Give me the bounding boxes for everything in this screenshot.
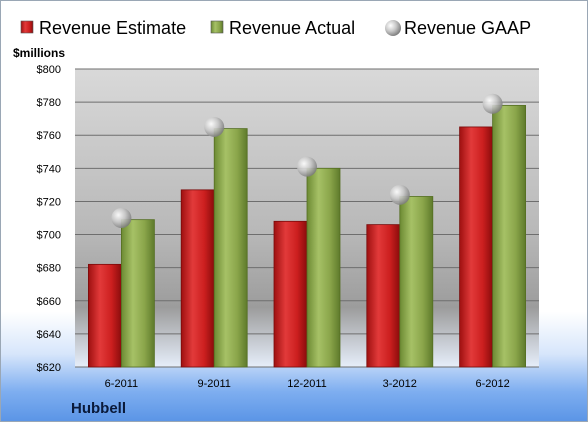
estimate-bar: [366, 224, 401, 368]
y-axis-tick-labels: $620 $640 $660 $680 $700 $720 $740 $760 $780 $800: [37, 64, 61, 374]
estimate-bar: [459, 126, 494, 368]
x-tick-label: 3-2012: [383, 378, 417, 390]
bars: [88, 105, 527, 368]
y-tick-label: $620: [37, 362, 61, 374]
y-tick-label: $700: [37, 230, 61, 242]
x-axis-tick-labels: 6-2011 9-2011 12-2011 3-2012 6-2012: [105, 378, 510, 390]
y-tick-label: $660: [37, 296, 61, 308]
gaap-marker: [204, 116, 225, 137]
y-tick-label: $760: [37, 130, 61, 142]
estimate-bar: [180, 189, 215, 368]
legend-label: Revenue Estimate: [39, 18, 186, 38]
gaap-marker: [297, 156, 317, 177]
unit-label: $millions: [13, 46, 65, 60]
estimate-bar: [273, 220, 308, 368]
gaap-marker: [482, 93, 503, 114]
legend-swatch: [20, 20, 34, 34]
estimate-bar: [88, 263, 122, 368]
y-tick-label: $740: [37, 163, 61, 175]
y-tick-label: $720: [37, 196, 61, 208]
actual-bar: [492, 105, 527, 368]
x-tick-label: 6-2011: [105, 378, 138, 390]
legend: Revenue Estimate Revenue Actual Revenue GA…: [20, 18, 531, 38]
actual-bar: [213, 128, 248, 368]
gaap-markers: [111, 93, 503, 228]
gaap-marker: [389, 184, 410, 205]
gaap-marker: [111, 208, 132, 228]
y-tick-label: $640: [37, 329, 61, 341]
actual-bar: [399, 196, 434, 368]
y-tick-label: $680: [37, 263, 61, 275]
legend-swatch: [385, 20, 401, 36]
legend-swatch: [210, 20, 224, 34]
y-tick-label: $800: [37, 64, 61, 76]
legend-label: Revenue GAAP: [404, 18, 531, 38]
x-tick-label: 12-2011: [287, 378, 327, 390]
actual-bar: [121, 219, 155, 368]
x-tick-label: 9-2011: [197, 378, 230, 390]
legend-label: Revenue Actual: [229, 18, 355, 38]
company-label: Hubbell: [71, 400, 126, 417]
x-tick-label: 6-2012: [475, 378, 509, 390]
y-tick-label: $780: [37, 97, 61, 109]
actual-bar: [306, 167, 341, 368]
